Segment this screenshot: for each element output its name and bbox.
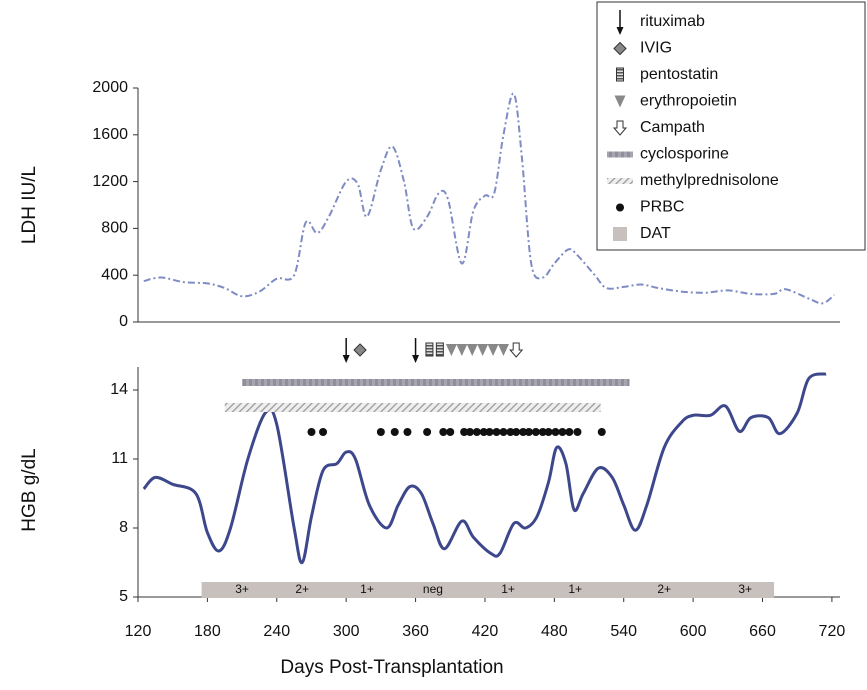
rituximab-head (616, 27, 624, 35)
prbc-dot (512, 428, 521, 436)
dat-label: 1+ (501, 582, 515, 596)
prbc-dot (573, 428, 582, 436)
erythropoietin-marker (497, 344, 509, 356)
x-tick-label: 180 (194, 623, 221, 640)
prbc-dot (616, 203, 624, 212)
legend-label: methylprednisolone (640, 172, 779, 189)
erythropoietin-marker (456, 344, 468, 356)
prbc-dot (307, 428, 316, 436)
prbc-dot (423, 428, 432, 436)
dat-label: 3+ (738, 582, 752, 596)
y-tick-label: 11 (111, 450, 128, 467)
prbc-dot (439, 428, 448, 436)
y-tick-label: 1200 (92, 173, 128, 190)
prbc-dot (551, 428, 560, 436)
prbc-dot (538, 428, 547, 436)
legend-box (596, 1, 866, 251)
x-tick-label: 300 (333, 623, 360, 640)
prbc-dot (506, 428, 515, 436)
pentostatin-marker (425, 342, 434, 357)
prbc-dot (492, 428, 501, 436)
x-tick-label: 480 (541, 623, 568, 640)
y-tick-label: 2000 (92, 79, 128, 96)
erythropoietin-marker (487, 344, 499, 356)
prbc-dot (376, 428, 385, 436)
erythropoietin-marker (445, 344, 457, 356)
erythropoietin-marker (614, 95, 626, 108)
y-tick-label: 8 (119, 519, 128, 536)
prbc-dot (390, 428, 399, 436)
y-axis-label: HGB g/dL (19, 448, 40, 531)
campath-marker (612, 120, 628, 136)
prbc-dot (485, 428, 494, 436)
prbc-dot (472, 428, 481, 436)
data-line (143, 92, 835, 305)
prbc-dot (531, 428, 540, 436)
campath-marker (509, 342, 524, 358)
cyclosporine-swatch (607, 151, 633, 158)
prbc-dot (565, 428, 574, 436)
prbc-dot (460, 428, 469, 436)
erythropoietin-marker (477, 344, 489, 356)
legend-label: cyclosporine (640, 146, 729, 163)
y-tick-label: 800 (101, 220, 128, 237)
prbc-dot (558, 428, 567, 436)
x-tick-label: 660 (749, 623, 776, 640)
rituximab-head (342, 355, 350, 363)
x-tick-label: 420 (472, 623, 499, 640)
x-tick-label: 540 (610, 623, 637, 640)
x-tick-label: 360 (402, 623, 429, 640)
prbc-dot (544, 428, 553, 436)
y-axis-label: LDH IU/L (19, 166, 40, 244)
prbc-dot (597, 428, 606, 436)
x-tick-label: 600 (680, 623, 707, 640)
dat-label: 2+ (657, 582, 671, 596)
y-tick-label: 5 (119, 588, 128, 605)
prbc-dot (524, 428, 533, 436)
methylprednisolone-swatch (607, 178, 633, 184)
erythropoietin-marker (466, 344, 478, 356)
legend-label: PRBC (640, 199, 684, 216)
prbc-dot (446, 428, 455, 436)
y-tick-label: 1600 (92, 126, 128, 143)
y-tick-label: 0 (119, 313, 128, 330)
prbc-dot (319, 428, 328, 436)
prbc-dot (519, 428, 528, 436)
pentostatin-marker (616, 67, 624, 82)
methylprednisolone-bar (224, 403, 601, 412)
legend-label: Campath (640, 119, 705, 136)
dat-bar (201, 582, 775, 598)
legend-label: IVIG (640, 40, 672, 57)
ivig-marker (613, 41, 627, 56)
pentostatin-marker (435, 342, 444, 357)
y-tick-label: 400 (101, 266, 128, 283)
legend-label: rituximab (640, 13, 705, 30)
dat-label: 1+ (568, 582, 582, 596)
prbc-dot (403, 428, 412, 436)
x-axis-label: Days Post-Transplantation (280, 657, 503, 678)
dat-label: neg (423, 582, 443, 596)
dat-label: 3+ (235, 582, 249, 596)
data-line (142, 372, 827, 565)
y-tick-label: 14 (110, 381, 128, 398)
prbc-dot (465, 428, 474, 436)
dat-swatch (613, 227, 627, 241)
legend-label: DAT (640, 225, 671, 242)
rituximab-head (412, 355, 420, 363)
cyclosporine-bar (242, 379, 630, 386)
legend-label: pentostatin (640, 66, 718, 83)
prbc-dot (479, 428, 488, 436)
x-tick-label: 240 (263, 623, 290, 640)
prbc-dot (499, 428, 508, 436)
dat-label: 1+ (360, 582, 374, 596)
x-tick-label: 720 (819, 623, 846, 640)
x-tick-label: 120 (125, 623, 152, 640)
legend-label: erythropoietin (640, 93, 737, 110)
dat-label: 2+ (295, 582, 309, 596)
ivig-marker (353, 343, 367, 357)
